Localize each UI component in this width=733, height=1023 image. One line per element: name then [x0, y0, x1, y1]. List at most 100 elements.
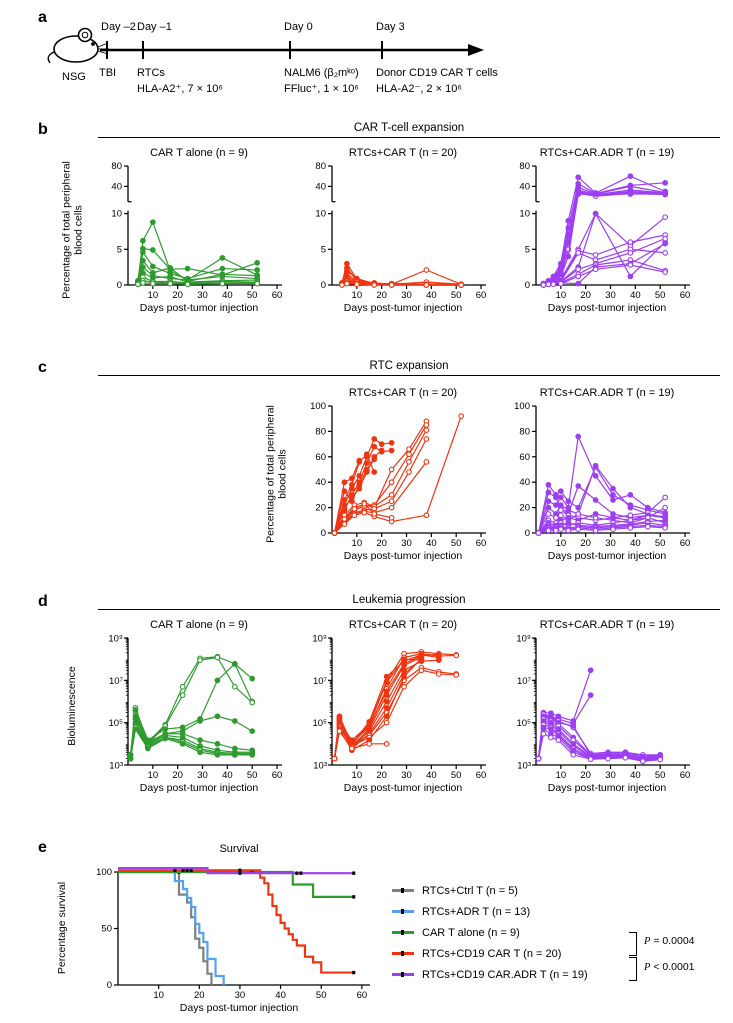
- svg-text:30: 30: [401, 290, 412, 301]
- svg-text:50: 50: [655, 290, 666, 301]
- panel-b-group-title: CAR T-cell expansion: [98, 122, 720, 138]
- chart-rtc-expansion-car-t: 10 20 30 40 50 60 0 20 40 60 80 100: [310, 401, 486, 549]
- panel-a-timeline: a NSG Day –2 TBI Day –1 RTCs HLA-A2⁺, 7 × 10⁶…: [0, 6, 733, 118]
- svg-text:40: 40: [222, 770, 233, 781]
- subplot-b-car-t-alone: CAR T alone (n = 9) 10 20 30 40 50 60 0 5 10 40 80…: [88, 146, 292, 314]
- svg-text:5: 5: [117, 244, 122, 255]
- x-axis-label: Days post-tumor injection: [139, 302, 259, 314]
- legend-item: CAR T alone (n = 9): [392, 922, 730, 943]
- x-axis-label: Days post-tumor injection: [547, 782, 667, 794]
- svg-text:10: 10: [315, 209, 326, 220]
- svg-text:60: 60: [272, 770, 283, 781]
- svg-text:10: 10: [556, 290, 567, 301]
- svg-text:10: 10: [352, 538, 363, 549]
- svg-text:40: 40: [519, 181, 530, 192]
- legend-label: CAR T alone (n = 9): [422, 926, 520, 939]
- svg-text:20: 20: [172, 770, 183, 781]
- svg-text:10: 10: [352, 290, 363, 301]
- legend-swatch-gray: [392, 887, 414, 894]
- subplot-title: CAR T alone (n = 9): [150, 619, 248, 631]
- svg-text:10⁷: 10⁷: [517, 676, 532, 687]
- censor-tick-icon: [401, 887, 404, 894]
- panel-label-a: a: [38, 9, 47, 26]
- legend-label: RTCs+CD19 CAR T (n = 20): [422, 947, 562, 960]
- legend-swatch-purple: [392, 971, 414, 978]
- panel-label-e: e: [38, 839, 47, 856]
- svg-text:100: 100: [514, 401, 530, 412]
- svg-text:20: 20: [376, 290, 387, 301]
- subplot-b-rtcs-car-adr-t: RTCs+CAR.ADR T (n = 19) 10 20 30 40 50 60 0 5 10…: [496, 146, 700, 314]
- subplot-title: RTCs+CAR.ADR T (n = 19): [539, 387, 675, 399]
- subplot-title: RTCs+CAR T (n = 20): [348, 619, 458, 631]
- timeline-mouse-label: NSG: [62, 71, 86, 83]
- timeline-diagram: [47, 27, 484, 64]
- panel-d-leukemia-progression: d Leukemia progression Bioluminescence C…: [0, 592, 733, 822]
- subplot-title: RTCs+CAR T (n = 20): [348, 147, 458, 159]
- svg-text:30: 30: [197, 770, 208, 781]
- svg-text:40: 40: [222, 290, 233, 301]
- svg-text:10³: 10³: [517, 761, 531, 772]
- svg-text:20: 20: [315, 503, 326, 514]
- svg-text:20: 20: [376, 770, 387, 781]
- svg-text:50: 50: [655, 770, 666, 781]
- svg-text:10: 10: [111, 209, 122, 220]
- timeline-event-day: Day 3: [376, 21, 405, 33]
- svg-text:10: 10: [148, 770, 159, 781]
- svg-text:60: 60: [476, 770, 487, 781]
- subplot-e-survival: Survival 10 20 30 40 50 60 0 50 100 Days post-tu…: [78, 842, 382, 1014]
- panel-c-y-axis-label-wrap: Percentage of total peripheral blood cel…: [262, 386, 292, 562]
- chart-leukemia-car-t-alone: 10 20 30 40 50 60 10³ 10⁵ 10⁷ 10⁹: [108, 634, 283, 782]
- survival-chart: 10 20 30 40 50 60 0 50 100: [96, 866, 370, 1001]
- x-axis-label: Days post-tumor injection: [343, 782, 463, 794]
- y-axis-label: Percentage survival: [56, 881, 69, 975]
- y-axis-label: Percentage of total peripheral blood cel…: [60, 161, 84, 299]
- svg-text:10: 10: [519, 209, 530, 220]
- timeline-event-day: Day –1: [137, 21, 172, 33]
- censor-tick-icon: [401, 971, 404, 978]
- svg-text:50: 50: [655, 538, 666, 549]
- svg-text:40: 40: [519, 477, 530, 488]
- svg-text:60: 60: [680, 770, 691, 781]
- svg-text:50: 50: [247, 290, 258, 301]
- y-axis-label: Percentage of total peripheral blood cel…: [264, 405, 288, 543]
- svg-text:10³: 10³: [109, 761, 123, 772]
- svg-text:10⁵: 10⁵: [108, 718, 123, 729]
- svg-text:20: 20: [172, 290, 183, 301]
- censor-tick-icon: [401, 929, 404, 936]
- legend-item: RTCs+CD19 CAR.ADR T (n = 19): [392, 964, 730, 985]
- survival-legend: RTCs+Ctrl T (n = 5) RTCs+ADR T (n = 13) CA…: [392, 880, 730, 1010]
- pvalue-2: P < 0.0001: [644, 961, 695, 973]
- subplot-title: Survival: [219, 843, 259, 855]
- panel-e-survival: e Percentage survival Survival 10 20 30 40 5…: [0, 838, 733, 1023]
- x-axis-label: Days post-tumor injection: [343, 550, 463, 562]
- svg-text:30: 30: [401, 538, 412, 549]
- svg-text:40: 40: [426, 290, 437, 301]
- timeline-event-day: Day –2: [101, 21, 136, 33]
- timeline-event-desc: HLA-A2⁻, 2 × 10⁶: [376, 83, 462, 95]
- svg-text:20: 20: [376, 538, 387, 549]
- svg-text:10³: 10³: [313, 761, 327, 772]
- chart-car-t-alone-expansion: 10 20 30 40 50 60 0 5 10 40 80: [111, 161, 282, 301]
- svg-text:30: 30: [605, 770, 616, 781]
- subplot-d-car-t-alone: CAR T alone (n = 9) 10 20 30 40 50 60 10³ 10⁵ 10…: [88, 618, 292, 794]
- chart-leukemia-rtcs-car-t: 10 20 30 40 50 60 10³ 10⁵ 10⁷ 10⁹: [312, 634, 487, 782]
- subplot-title: RTCs+CAR T (n = 20): [348, 387, 458, 399]
- svg-text:50: 50: [101, 924, 112, 935]
- panel-label-c: c: [38, 359, 47, 376]
- x-axis-label: Days post-tumor injection: [343, 302, 463, 314]
- mouse-icon: [47, 27, 109, 64]
- svg-text:50: 50: [451, 290, 462, 301]
- svg-text:40: 40: [275, 990, 286, 1001]
- svg-text:10: 10: [352, 770, 363, 781]
- legend-label: RTCs+ADR T (n = 13): [422, 905, 531, 918]
- svg-text:5: 5: [321, 244, 326, 255]
- svg-text:50: 50: [451, 538, 462, 549]
- svg-text:20: 20: [580, 770, 591, 781]
- svg-text:30: 30: [235, 990, 246, 1001]
- x-axis-label: Days post-tumor injection: [547, 550, 667, 562]
- legend-label: RTCs+Ctrl T (n = 5): [422, 884, 518, 897]
- legend-item: RTCs+ADR T (n = 13): [392, 901, 730, 922]
- panel-d-y-axis-label-wrap: Bioluminescence: [58, 618, 88, 794]
- subplot-d-rtcs-car-t: RTCs+CAR T (n = 20) 10 20 30 40 50 60 10³ 10⁵ 10…: [292, 618, 496, 794]
